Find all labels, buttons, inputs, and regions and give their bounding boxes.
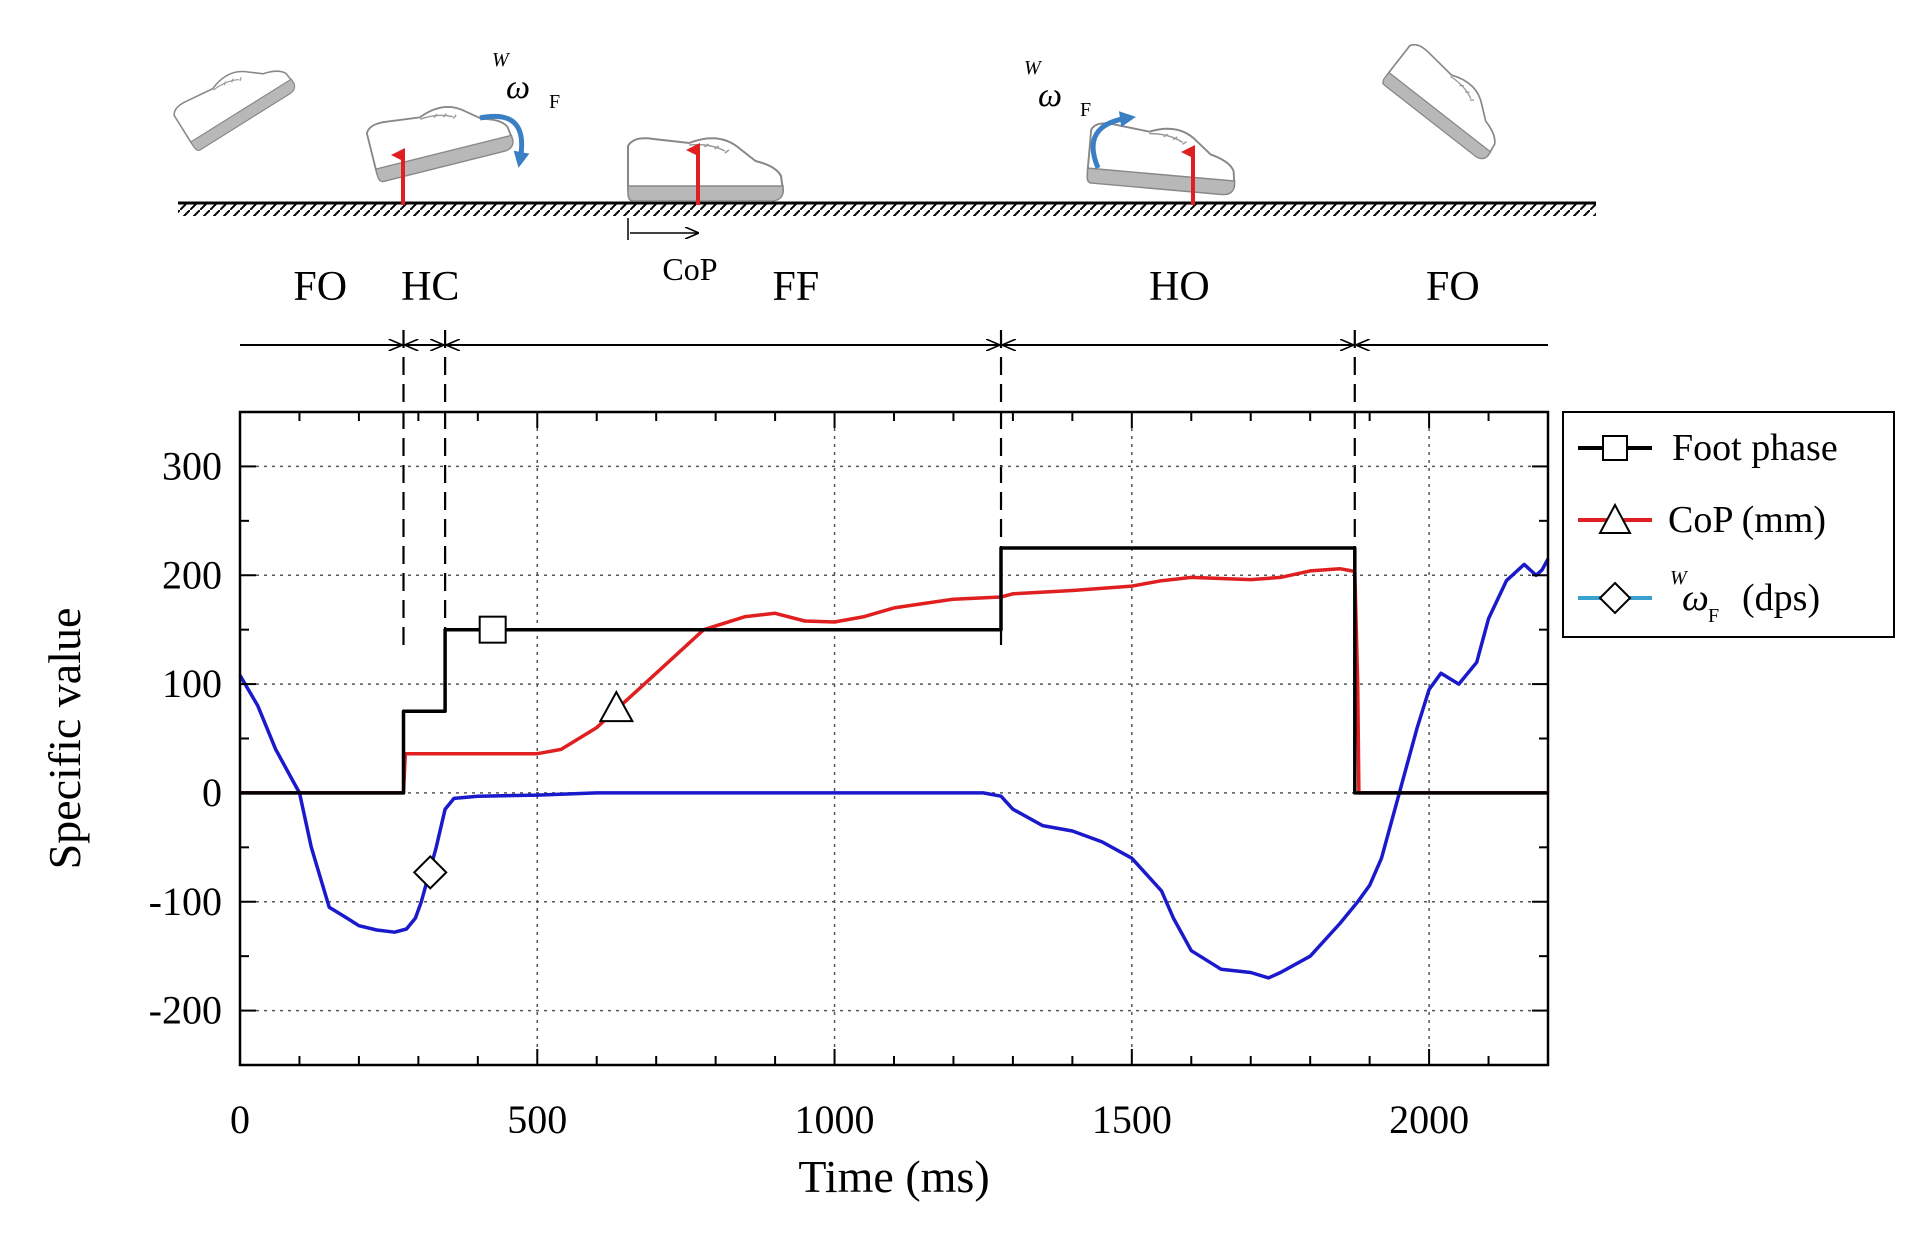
shoe-icon-foot-flat [626, 137, 785, 203]
omega-label-heel-contact: W ω F [492, 49, 560, 113]
series-line-omega [238, 558, 1550, 980]
plot-frame [238, 410, 1550, 1067]
y-tick-label: 0 [202, 770, 222, 815]
svg-text:F: F [1080, 99, 1091, 121]
shoe-icon-foot-off-start [170, 46, 299, 153]
svg-text:ω: ω [1038, 77, 1062, 114]
x-tick-label: 1500 [1092, 1097, 1172, 1142]
legend-entry-omega: W ω F (dps) [1578, 567, 1820, 627]
legend-marker-diamond [1598, 581, 1632, 615]
y-tick-label: -200 [149, 988, 222, 1033]
legend-entry-cop: CoP (mm) [1578, 499, 1826, 541]
phase-label-ff-2: FF [773, 264, 820, 310]
legend-label-omega-symbol: ω [1682, 577, 1709, 619]
y-tick-label: 200 [162, 552, 222, 597]
rotation-arrow-heel-off [1090, 111, 1136, 169]
svg-text:W: W [1024, 57, 1043, 79]
gait-diagram: W ω F W ω F CoP [170, 39, 1596, 287]
rotation-arrow-heel-contact [479, 113, 530, 168]
legend-label-omega-super: W [1670, 567, 1689, 589]
svg-text:W: W [492, 49, 511, 71]
cop-distance-label: CoP [662, 251, 717, 287]
series-line-foot-phase [240, 546, 1548, 795]
series-layer [238, 546, 1550, 980]
phase-annotations: FO HC FF HO FO [240, 264, 1548, 652]
y-tick-label: 300 [162, 443, 222, 488]
y-tick-label: 100 [162, 661, 222, 706]
marker-diamond-omega [412, 854, 448, 890]
legend-label-cop: CoP (mm) [1668, 499, 1826, 541]
legend-label-omega-unit: (dps) [1742, 577, 1820, 619]
y-axis-label: Specific value [39, 608, 90, 870]
x-tick-label: 2000 [1389, 1097, 1469, 1142]
ground-hatch [178, 203, 1596, 216]
x-axis-label: Time (ms) [798, 1151, 989, 1202]
legend-marker-square [1602, 435, 1628, 461]
x-tick-label: 500 [507, 1097, 567, 1142]
x-tick-label: 0 [230, 1097, 250, 1142]
phase-label-fo-0: FO [293, 264, 347, 310]
legend: Foot phase CoP (mm) W ω F (dps) [1562, 411, 1895, 638]
phase-label-fo-4: FO [1426, 264, 1480, 310]
phase-label-hc-1: HC [401, 264, 459, 310]
omega-label-heel-off: W ω F [1024, 57, 1091, 121]
grid [240, 412, 1548, 1065]
legend-label-omega-sub: F [1708, 605, 1719, 627]
shoe-icon-foot-off-end [1380, 39, 1517, 163]
legend-label-foot-phase: Foot phase [1672, 427, 1838, 469]
shoe-icon-heel-off [1085, 120, 1240, 197]
legend-entry-foot-phase: Foot phase [1578, 427, 1838, 469]
y-tick-label: -100 [149, 879, 222, 924]
marker-square-foot-phase [478, 615, 507, 644]
series-markers [412, 615, 635, 890]
svg-text:ω: ω [506, 69, 530, 106]
shoe-icon-heel-contact [364, 91, 516, 184]
series-line-cop [240, 566, 1548, 795]
phase-label-ho-3: HO [1149, 264, 1210, 310]
x-tick-label: 1000 [795, 1097, 875, 1142]
svg-text:F: F [549, 91, 560, 113]
legend-marker-triangle [1598, 502, 1632, 534]
marker-triangle-cop [598, 690, 635, 723]
